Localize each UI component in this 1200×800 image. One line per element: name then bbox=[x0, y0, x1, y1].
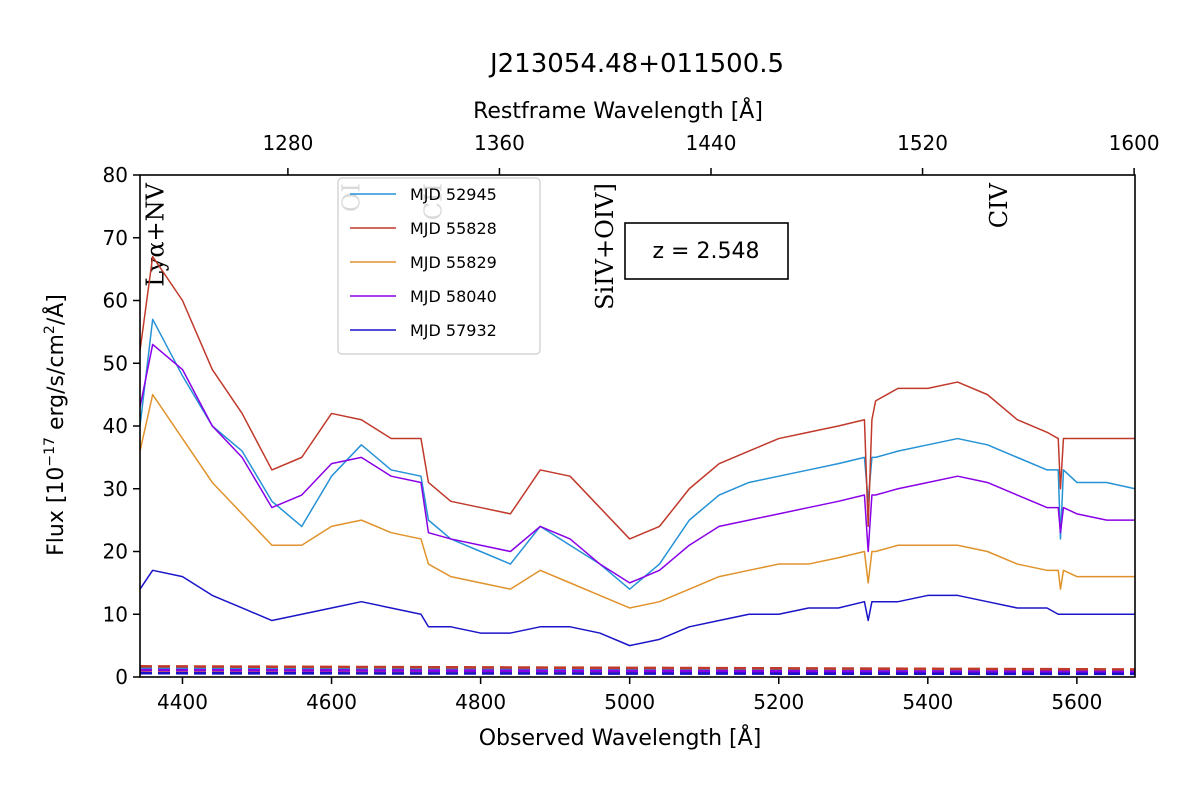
legend-label: MJD 55828 bbox=[410, 219, 497, 238]
y-label-suffix: /Å] bbox=[42, 294, 69, 325]
chart-title: J213054.48+011500.5 bbox=[488, 49, 784, 79]
error-curve bbox=[140, 665, 1135, 671]
top-tick-label: 1600 bbox=[1109, 131, 1160, 155]
x-tick-label: 5000 bbox=[604, 690, 655, 714]
legend-label: MJD 52945 bbox=[410, 185, 497, 204]
legend-frame bbox=[337, 177, 541, 355]
y-tick-label: 10 bbox=[103, 602, 128, 626]
x-axis-ticks: 4400 4600 4800 5000 5200 5400 5600 bbox=[157, 677, 1102, 714]
x-axis-label: Observed Wavelength [Å] bbox=[479, 724, 762, 751]
x-tick-label: 4400 bbox=[157, 690, 208, 714]
error-curve bbox=[140, 666, 1135, 673]
emission-line-label: SiIV+OIV] bbox=[591, 183, 619, 310]
top-axis-label: Restframe Wavelength [Å] bbox=[473, 97, 763, 124]
legend-label: MJD 57932 bbox=[410, 321, 497, 340]
y-tick-label: 30 bbox=[103, 477, 128, 501]
y-tick-label: 20 bbox=[103, 540, 128, 564]
x-tick-label: 4800 bbox=[455, 690, 506, 714]
error-curve bbox=[140, 671, 1135, 676]
legend-label: MJD 58040 bbox=[410, 287, 497, 306]
legend: MJD 52945 MJD 55828 MJD 55829 MJD 58040 MJD … bbox=[337, 177, 541, 355]
y-label-mid: erg/s/cm bbox=[44, 334, 69, 437]
series-line bbox=[140, 343, 1135, 584]
x-tick-label: 5600 bbox=[1051, 690, 1102, 714]
redshift-box-frame bbox=[624, 222, 789, 280]
series-line bbox=[140, 393, 1135, 609]
top-axis-ticks: 1280 1360 1440 1520 1600 bbox=[262, 131, 1160, 175]
series-line bbox=[140, 569, 1135, 647]
redshift-label: z = 2.548 bbox=[653, 239, 760, 264]
legend-label: MJD 55829 bbox=[410, 253, 497, 272]
emission-line-label: Lyα+NV bbox=[142, 182, 170, 286]
y-tick-label: 60 bbox=[103, 289, 128, 313]
top-tick-label: 1440 bbox=[686, 131, 737, 155]
y-label-exp: −17 bbox=[42, 437, 58, 467]
error-curves bbox=[140, 665, 1135, 676]
y-label-prefix: Flux [10 bbox=[44, 467, 69, 556]
y-axis-ticks: 0 10 20 30 40 50 60 70 80 bbox=[103, 163, 140, 689]
y-axis-label: Flux [10−17 erg/s/cm2/Å] bbox=[42, 294, 69, 556]
x-tick-label: 5200 bbox=[753, 690, 804, 714]
x-tick-label: 4600 bbox=[306, 690, 357, 714]
error-curve bbox=[140, 668, 1135, 674]
redshift-box: z = 2.548 bbox=[624, 222, 789, 280]
y-tick-label: 50 bbox=[103, 351, 128, 375]
y-tick-label: 70 bbox=[103, 226, 128, 250]
top-tick-label: 1520 bbox=[897, 131, 948, 155]
series-line bbox=[140, 318, 1135, 590]
top-tick-label: 1280 bbox=[262, 131, 313, 155]
y-tick-label: 80 bbox=[103, 163, 128, 187]
y-tick-label: 0 bbox=[115, 665, 128, 689]
plot-frame bbox=[139, 174, 1136, 678]
y-tick-label: 40 bbox=[103, 414, 128, 438]
series-lines bbox=[140, 255, 1135, 647]
top-tick-label: 1360 bbox=[474, 131, 525, 155]
emission-line-label: CIV bbox=[985, 182, 1013, 228]
x-tick-label: 5400 bbox=[902, 690, 953, 714]
series-line bbox=[140, 255, 1135, 540]
y-label-exp2: 2 bbox=[42, 325, 58, 334]
emission-line-labels: Lyα+NVOICIISiIV+OIV]CIV bbox=[142, 182, 1014, 310]
